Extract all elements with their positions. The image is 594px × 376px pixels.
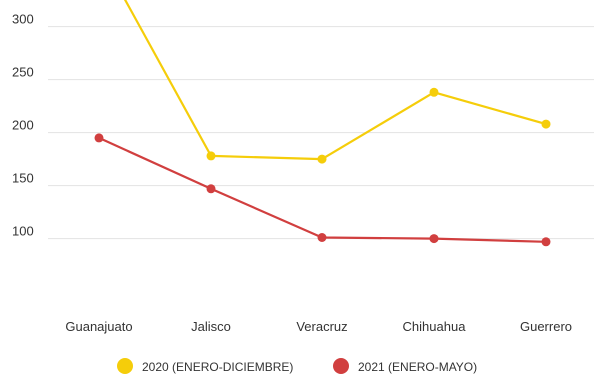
legend-label-2021: 2021 (ENERO-MAYO)	[358, 360, 477, 374]
y-axis-ticks: 100150200250300350	[12, 12, 34, 239]
legend: 2020 (ENERO-DICIEMBRE) 2021 (ENERO-MAYO)	[117, 358, 477, 374]
data-point	[429, 234, 439, 244]
data-point	[317, 233, 327, 242]
data-point	[541, 237, 551, 247]
x-axis-ticks: Guanajuato Jalisco Veracruz Chihuahua Guerre…	[65, 319, 572, 334]
y-tick-label: 250	[12, 65, 34, 80]
data-point	[206, 151, 216, 161]
legend-label-2020: 2020 (ENERO-DICIEMBRE)	[142, 360, 293, 374]
y-tick-label: 100	[12, 224, 34, 239]
x-tick-label: Jalisco	[191, 319, 231, 334]
x-tick-label: Guanajuato	[65, 319, 132, 334]
data-point	[94, 133, 104, 143]
y-tick-label: 200	[12, 118, 34, 133]
y-tick-label: 150	[12, 171, 34, 186]
data-point	[317, 154, 327, 164]
y-tick-label: 300	[12, 12, 34, 27]
data-point	[206, 184, 216, 194]
legend-marker-2021	[333, 358, 349, 374]
data-point	[541, 119, 551, 129]
x-tick-label: Veracruz	[296, 319, 347, 334]
grid-lines	[48, 26, 594, 240]
x-tick-label: Guerrero	[520, 319, 572, 334]
x-tick-label: Chihuahua	[403, 319, 467, 334]
data-point	[429, 87, 439, 97]
series-line-1	[98, 136, 547, 243]
series-layer	[94, 0, 551, 247]
legend-marker-2020	[117, 358, 133, 374]
